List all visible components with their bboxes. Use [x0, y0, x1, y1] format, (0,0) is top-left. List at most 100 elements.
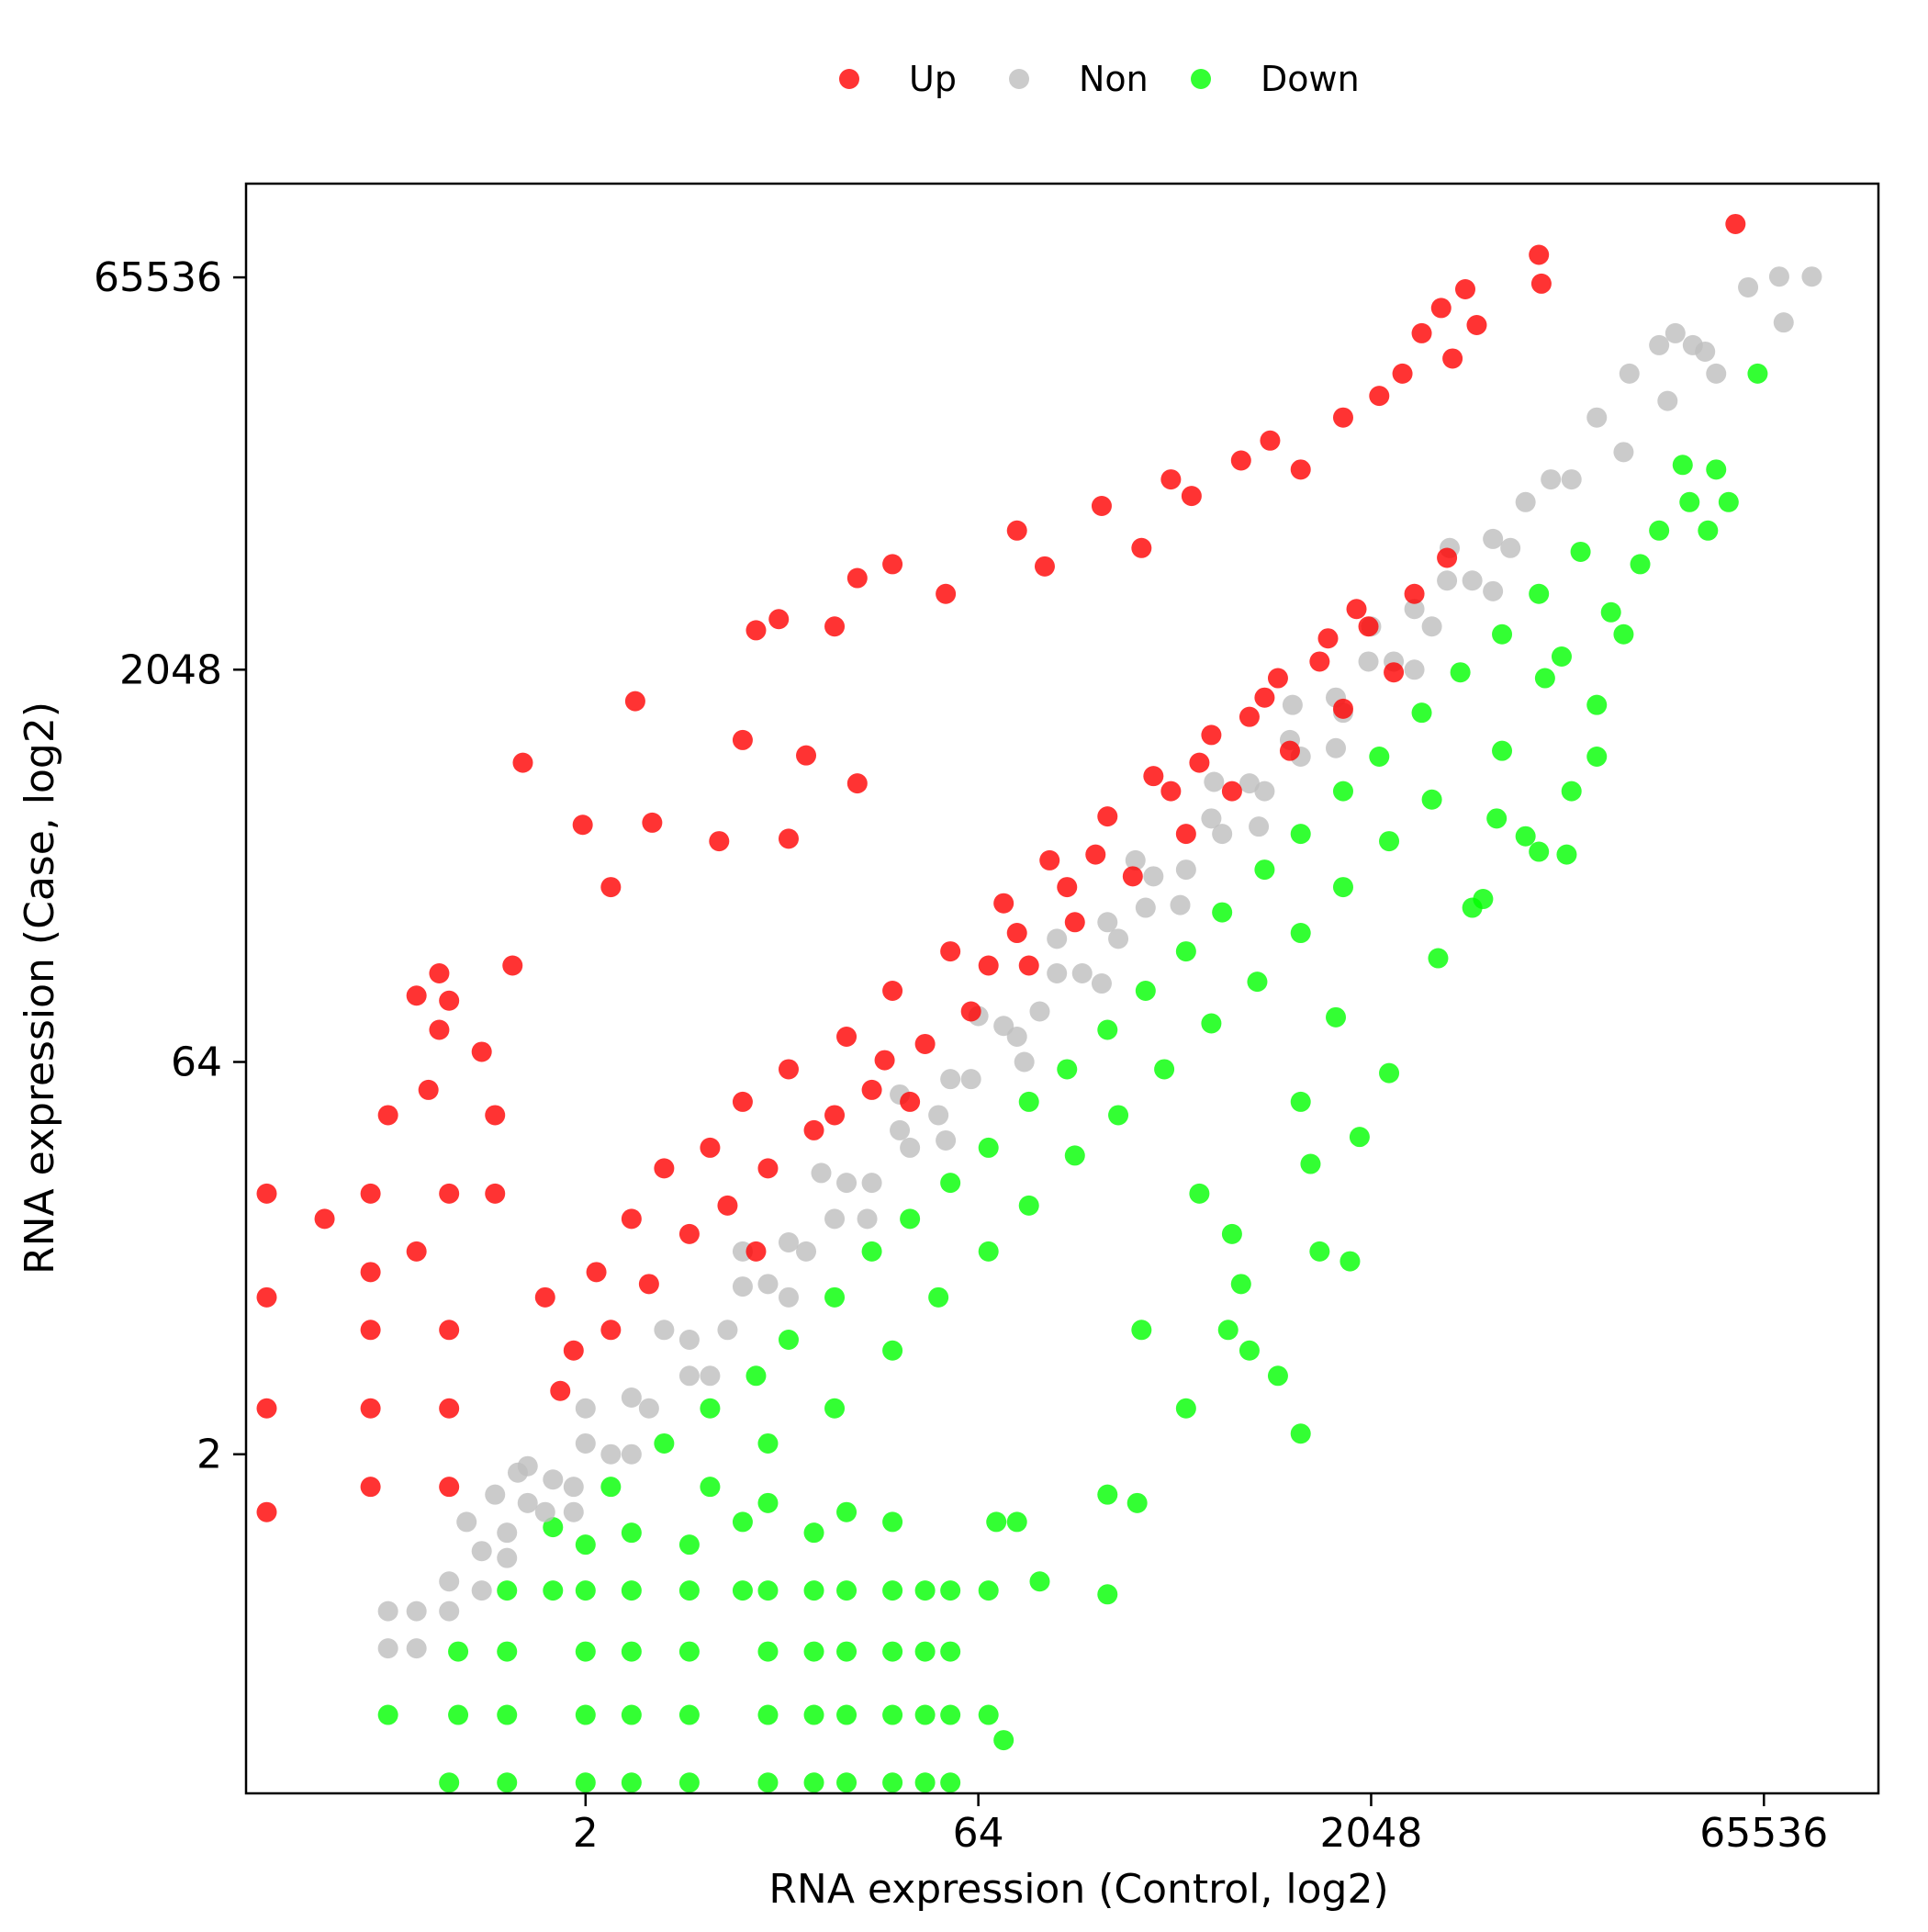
y-tick-label: 64 — [171, 1039, 222, 1086]
point-down — [678, 1772, 700, 1793]
point-non — [1175, 859, 1196, 881]
point-up — [1122, 866, 1143, 887]
point-down — [836, 1704, 858, 1725]
legend-label-non: Non — [1079, 59, 1149, 99]
point-up — [418, 1079, 439, 1100]
point-down — [1586, 746, 1608, 767]
point-up — [1160, 469, 1182, 490]
point-down — [1189, 1183, 1210, 1204]
point-up — [1091, 495, 1112, 516]
point-down — [1290, 1423, 1311, 1444]
point-up — [360, 1477, 381, 1498]
point-up — [1317, 628, 1339, 649]
point-non — [377, 1601, 398, 1622]
point-down — [914, 1704, 936, 1725]
point-up — [1454, 279, 1475, 300]
point-non — [1500, 537, 1521, 558]
point-down — [836, 1641, 858, 1662]
point-non — [1404, 599, 1425, 620]
point-non — [1282, 694, 1303, 715]
legend-marker-up — [839, 69, 859, 89]
point-non — [1047, 963, 1068, 984]
point-down — [678, 1641, 700, 1662]
point-down — [497, 1641, 518, 1662]
point-up — [1260, 430, 1281, 451]
point-up — [360, 1398, 381, 1419]
point-non — [1006, 1026, 1027, 1047]
point-down — [1108, 1105, 1129, 1126]
point-up — [874, 1050, 895, 1071]
point-non — [439, 1571, 460, 1592]
point-down — [928, 1286, 949, 1308]
point-non — [857, 1208, 878, 1230]
point-down — [757, 1432, 779, 1454]
y-axis: 2 64 2048 65536 — [94, 254, 246, 1478]
point-down — [803, 1772, 824, 1793]
point-up — [621, 1208, 642, 1230]
point-non — [1619, 363, 1640, 384]
point-down — [882, 1580, 903, 1601]
point-down — [621, 1580, 642, 1601]
point-non — [575, 1432, 596, 1454]
point-non — [1462, 570, 1483, 591]
point-up — [1057, 877, 1078, 898]
point-up — [846, 567, 868, 589]
point-up — [586, 1262, 607, 1283]
point-down — [1421, 789, 1442, 810]
point-up — [1064, 912, 1085, 933]
point-down — [757, 1492, 779, 1513]
point-up — [1034, 556, 1055, 577]
point-up — [439, 1320, 460, 1341]
point-up — [256, 1286, 277, 1308]
point-up — [1442, 348, 1463, 369]
point-non — [960, 1069, 981, 1090]
point-up — [861, 1079, 882, 1100]
point-down — [1529, 583, 1550, 604]
point-non — [543, 1469, 564, 1490]
point-down — [678, 1704, 700, 1725]
point-up — [1404, 583, 1425, 604]
point-up — [745, 1241, 767, 1262]
point-down — [448, 1704, 469, 1725]
point-up — [940, 941, 961, 962]
point-down — [600, 1477, 622, 1498]
point-up — [638, 1274, 659, 1295]
point-up — [377, 1105, 398, 1126]
point-non — [1254, 781, 1275, 802]
y-tick-label: 65536 — [94, 254, 222, 301]
point-down — [1706, 459, 1727, 480]
point-non — [1773, 312, 1794, 333]
point-non — [1738, 276, 1759, 298]
point-non — [678, 1330, 700, 1351]
point-non — [517, 1455, 538, 1477]
point-non — [1358, 651, 1379, 672]
point-up — [796, 745, 817, 766]
point-down — [1006, 1511, 1027, 1533]
point-non — [1561, 469, 1582, 490]
point-down — [824, 1286, 846, 1308]
point-up — [572, 814, 593, 836]
point-up — [717, 1195, 738, 1216]
point-up — [1358, 616, 1379, 637]
point-down — [757, 1641, 779, 1662]
point-down — [1486, 808, 1508, 829]
point-up — [485, 1105, 506, 1126]
point-down — [1300, 1153, 1321, 1174]
point-down — [803, 1580, 824, 1601]
point-down — [1290, 824, 1311, 845]
point-down — [1332, 781, 1353, 802]
point-non — [778, 1286, 799, 1308]
point-non — [1657, 390, 1678, 411]
point-up — [1201, 724, 1222, 746]
point-up — [534, 1286, 555, 1308]
point-down — [1064, 1145, 1085, 1166]
point-up — [563, 1340, 584, 1361]
point-down — [803, 1522, 824, 1544]
point-up — [1097, 806, 1118, 827]
point-down — [1290, 1091, 1311, 1112]
point-non — [778, 1231, 799, 1252]
legend: Up Non Down — [839, 59, 1360, 99]
point-up — [993, 893, 1014, 914]
point-down — [836, 1501, 858, 1522]
